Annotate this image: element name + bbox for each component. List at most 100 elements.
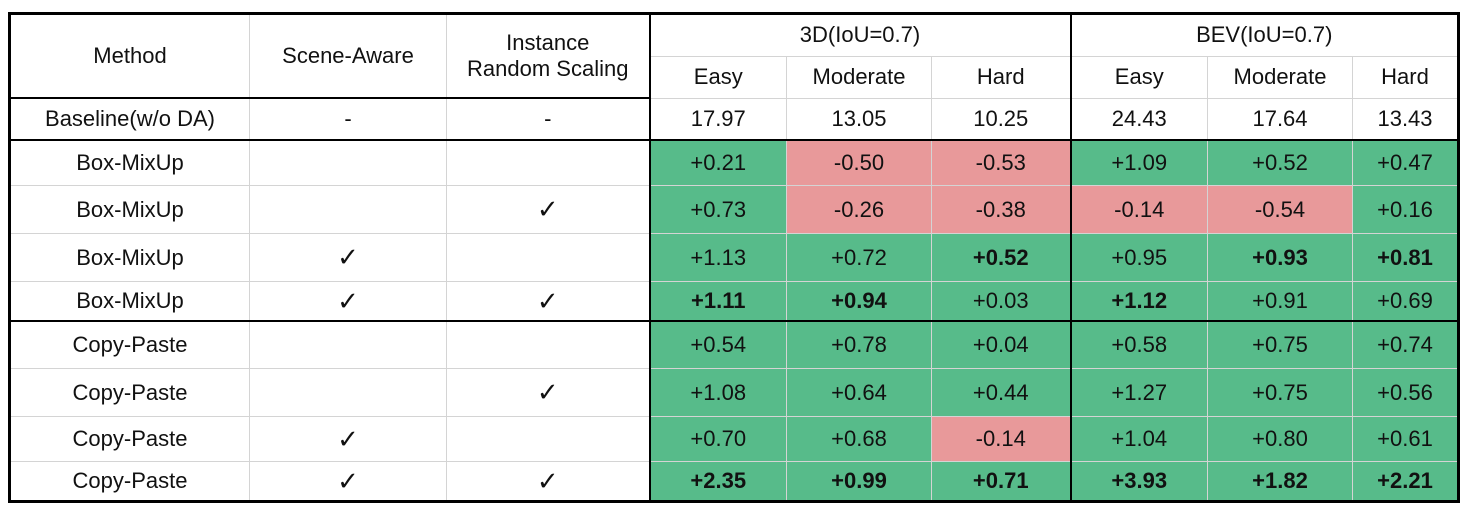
cell-bev-easy: +1.09 <box>1070 139 1208 186</box>
cell-bev-easy: -0.14 <box>1070 185 1208 234</box>
header-irs-line2: Random Scaling <box>467 56 629 81</box>
cell-3d-easy: +1.11 <box>649 281 787 322</box>
cell-3d-hard: -0.14 <box>931 416 1072 462</box>
cell-bev-easy: +1.04 <box>1070 416 1208 462</box>
row-scene-aware: ✓ <box>249 461 447 503</box>
baseline-3d-easy: 17.97 <box>649 97 787 141</box>
ablation-results-table: Method Scene-Aware Instance Random Scali… <box>8 12 1460 503</box>
cell-3d-easy: +0.54 <box>649 320 787 369</box>
header-bev-easy: Easy <box>1070 55 1208 99</box>
check-mark-icon: ✓ <box>337 285 359 316</box>
baseline-irs: - <box>446 97 651 141</box>
cell-3d-easy: +1.13 <box>649 233 787 282</box>
row-method: Copy-Paste <box>8 320 250 369</box>
row-scene-aware: ✓ <box>249 416 447 462</box>
baseline-bev-moderate: 17.64 <box>1207 97 1353 141</box>
cell-3d-easy: +0.73 <box>649 185 787 234</box>
header-3d-moderate: Moderate <box>786 55 932 99</box>
cell-3d-hard: +0.44 <box>931 368 1072 417</box>
cell-3d-easy: +0.21 <box>649 139 787 186</box>
row-scene-aware <box>249 368 447 417</box>
row-instance-random-scaling: ✓ <box>446 185 651 234</box>
table-row: Box-MixUp ✓ +0.73 -0.26 -0.38 -0.14 -0.54 +0.16 <box>8 185 1460 234</box>
cell-3d-moderate: +0.94 <box>786 281 932 322</box>
header-3d-easy: Easy <box>649 55 787 99</box>
cell-3d-hard: +0.52 <box>931 233 1072 282</box>
check-mark-icon: ✓ <box>337 465 359 496</box>
header-group-3d: 3D(IoU=0.7) <box>649 12 1072 57</box>
table-row: Box-MixUp ✓ +1.13 +0.72 +0.52 +0.95 +0.93 +0.81 <box>8 233 1460 282</box>
table-row: Box-MixUp ✓ ✓ +1.11 +0.94 +0.03 +1.12 +0.91 +0.6… <box>8 281 1460 322</box>
cell-3d-moderate: +0.78 <box>786 320 932 369</box>
cell-3d-hard: -0.53 <box>931 139 1072 186</box>
cell-3d-moderate: +0.99 <box>786 461 932 503</box>
row-method: Box-MixUp <box>8 185 250 234</box>
results-table-container: Method Scene-Aware Instance Random Scali… <box>8 12 1460 503</box>
header-irs-line1: Instance <box>506 30 590 55</box>
cell-3d-moderate: -0.50 <box>786 139 932 186</box>
row-scene-aware <box>249 185 447 234</box>
check-mark-icon: ✓ <box>536 285 559 316</box>
baseline-method: Baseline(w/o DA) <box>8 97 250 141</box>
row-instance-random-scaling <box>446 233 651 282</box>
cell-3d-hard: +0.71 <box>931 461 1072 503</box>
cell-bev-hard: +0.47 <box>1352 139 1460 186</box>
table-row: Copy-Paste ✓ +0.70 +0.68 -0.14 +1.04 +0.80 +0.6… <box>8 416 1460 462</box>
baseline-bev-easy: 24.43 <box>1070 97 1208 141</box>
check-mark-icon: ✓ <box>536 465 559 496</box>
baseline-scene-aware: - <box>249 97 447 141</box>
row-method: Copy-Paste <box>8 461 250 503</box>
cell-bev-easy: +0.95 <box>1070 233 1208 282</box>
row-instance-random-scaling <box>446 139 651 186</box>
row-instance-random-scaling <box>446 320 651 369</box>
cell-bev-hard: +0.16 <box>1352 185 1460 234</box>
row-instance-random-scaling <box>446 416 651 462</box>
cell-bev-hard: +0.61 <box>1352 416 1460 462</box>
row-instance-random-scaling: ✓ <box>446 368 651 417</box>
row-instance-random-scaling: ✓ <box>446 281 651 322</box>
header-instance-random-scaling: Instance Random Scaling <box>446 12 651 99</box>
header-row-1: Method Scene-Aware Instance Random Scali… <box>8 12 1460 99</box>
row-method: Box-MixUp <box>8 281 250 322</box>
cell-3d-easy: +0.70 <box>649 416 787 462</box>
cell-bev-hard: +0.74 <box>1352 320 1460 369</box>
cell-bev-moderate: +0.93 <box>1207 233 1353 282</box>
row-method: Copy-Paste <box>8 416 250 462</box>
row-scene-aware: ✓ <box>249 233 447 282</box>
header-scene-aware: Scene-Aware <box>249 12 447 99</box>
row-method: Box-MixUp <box>8 233 250 282</box>
row-instance-random-scaling: ✓ <box>446 461 651 503</box>
cell-3d-moderate: +0.72 <box>786 233 932 282</box>
cell-bev-moderate: +0.75 <box>1207 368 1353 417</box>
check-mark-icon: ✓ <box>337 423 359 454</box>
cell-3d-moderate: +0.64 <box>786 368 932 417</box>
header-bev-hard: Hard <box>1352 55 1460 99</box>
row-scene-aware <box>249 320 447 369</box>
table-row: Copy-Paste +0.54 +0.78 +0.04 +0.58 +0.75 +0.74 <box>8 320 1460 369</box>
row-method: Copy-Paste <box>8 368 250 417</box>
cell-bev-easy: +1.12 <box>1070 281 1208 322</box>
cell-3d-hard: -0.38 <box>931 185 1072 234</box>
row-method: Box-MixUp <box>8 139 250 186</box>
header-3d-hard: Hard <box>931 55 1072 99</box>
baseline-3d-hard: 10.25 <box>931 97 1072 141</box>
cell-bev-moderate: +0.80 <box>1207 416 1353 462</box>
cell-bev-moderate: +0.52 <box>1207 139 1353 186</box>
cell-3d-easy: +1.08 <box>649 368 787 417</box>
baseline-row: Baseline(w/o DA) - - 17.97 13.05 10.25 24.4… <box>8 97 1460 141</box>
table-row: Box-MixUp +0.21 -0.50 -0.53 +1.09 +0.52 +0.47 <box>8 139 1460 186</box>
cell-bev-moderate: +0.75 <box>1207 320 1353 369</box>
cell-bev-easy: +3.93 <box>1070 461 1208 503</box>
check-mark-icon: ✓ <box>337 242 359 272</box>
cell-bev-hard: +0.81 <box>1352 233 1460 282</box>
cell-bev-hard: +2.21 <box>1352 461 1460 503</box>
baseline-bev-hard: 13.43 <box>1352 97 1460 141</box>
cell-bev-easy: +0.58 <box>1070 320 1208 369</box>
cell-bev-moderate: +1.82 <box>1207 461 1353 503</box>
table-row: Copy-Paste ✓ +1.08 +0.64 +0.44 +1.27 +0.75 +0.5… <box>8 368 1460 417</box>
cell-3d-moderate: -0.26 <box>786 185 932 234</box>
cell-3d-hard: +0.04 <box>931 320 1072 369</box>
cell-bev-moderate: +0.91 <box>1207 281 1353 322</box>
cell-bev-hard: +0.56 <box>1352 368 1460 417</box>
cell-3d-hard: +0.03 <box>931 281 1072 322</box>
